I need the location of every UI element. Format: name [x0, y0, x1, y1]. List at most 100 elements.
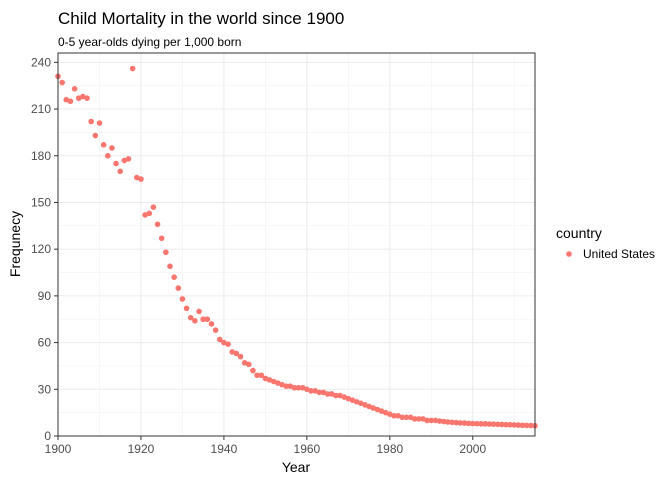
data-point	[113, 160, 119, 167]
data-point	[428, 417, 435, 424]
data-point	[403, 414, 410, 421]
x-tick-label: 1940	[211, 442, 238, 456]
data-points	[55, 65, 538, 429]
data-point	[171, 274, 177, 280]
data-point	[432, 417, 439, 424]
data-point	[237, 353, 244, 360]
x-tick-label: 1920	[128, 442, 155, 456]
data-point	[175, 285, 182, 291]
y-axis-title: Frequnecy	[7, 211, 23, 277]
data-point	[503, 421, 509, 428]
legend-title: country	[556, 225, 602, 241]
data-point	[246, 361, 252, 368]
data-point	[150, 204, 157, 210]
data-point	[391, 412, 397, 419]
data-point	[254, 372, 260, 379]
data-point	[233, 350, 240, 357]
x-tick-label: 1980	[376, 442, 403, 456]
data-point	[117, 168, 124, 175]
data-point	[461, 420, 468, 426]
data-point	[499, 421, 505, 428]
data-point	[445, 419, 451, 425]
data-point	[179, 296, 186, 302]
chart-title: Child Mortality in the world since 1900	[58, 9, 344, 28]
data-point	[519, 422, 526, 429]
legend-key-marker	[566, 251, 572, 257]
y-tick-label: 210	[31, 102, 51, 116]
chart-subtitle: 0-5 year-olds dying per 1,000 born	[58, 35, 241, 49]
data-point	[167, 263, 173, 270]
x-tick-label: 1960	[294, 442, 321, 456]
y-tick-label: 120	[31, 242, 51, 256]
data-point	[138, 176, 144, 182]
data-point	[146, 210, 153, 217]
data-point	[449, 419, 455, 426]
data-point	[316, 389, 323, 396]
data-point	[333, 392, 339, 399]
data-point	[258, 372, 265, 379]
data-point	[163, 249, 169, 256]
x-tick-label: 2000	[459, 442, 486, 456]
data-point	[494, 421, 501, 428]
data-point	[457, 420, 464, 426]
major-gridlines	[57, 53, 535, 437]
data-point	[109, 145, 115, 151]
x-axis-ticks: 1900 1920 1940 1960 1980 2000	[45, 436, 486, 456]
data-point	[92, 132, 99, 139]
data-point	[515, 422, 522, 428]
x-axis-title: Year	[282, 459, 311, 475]
plot-panel-border	[57, 52, 536, 437]
data-point	[187, 314, 194, 321]
data-point	[411, 416, 418, 422]
legend-label-united-states: United States	[583, 247, 655, 261]
data-point	[158, 235, 165, 242]
data-point	[129, 65, 136, 72]
data-point	[478, 421, 484, 427]
data-point	[528, 422, 534, 429]
data-point	[474, 420, 480, 427]
data-point	[71, 86, 78, 92]
data-point	[465, 420, 472, 427]
data-point	[324, 391, 331, 397]
data-point	[486, 421, 493, 427]
data-point	[469, 420, 476, 427]
data-point	[183, 305, 190, 312]
data-point	[453, 419, 459, 426]
data-point	[250, 367, 256, 374]
data-point	[196, 308, 202, 315]
data-point	[399, 414, 406, 421]
data-point	[424, 417, 430, 424]
data-point	[291, 384, 298, 391]
data-point	[308, 388, 314, 394]
data-point	[204, 316, 211, 323]
data-point	[416, 416, 422, 422]
data-point	[212, 327, 219, 333]
data-point	[154, 221, 161, 228]
data-point	[283, 383, 289, 389]
data-point	[96, 120, 103, 126]
data-point	[436, 418, 443, 424]
legend: country United States	[556, 225, 655, 261]
data-point	[84, 95, 90, 101]
data-point	[216, 336, 223, 343]
data-point	[507, 421, 513, 428]
data-point	[490, 421, 497, 427]
data-point	[208, 321, 215, 327]
y-tick-label: 30	[38, 382, 52, 396]
y-tick-label: 0	[44, 429, 51, 443]
y-tick-label: 60	[38, 336, 52, 350]
data-point	[200, 316, 206, 323]
data-point	[523, 422, 530, 429]
data-point	[511, 422, 518, 428]
minor-gridlines	[58, 53, 535, 436]
y-tick-label: 90	[38, 289, 52, 303]
data-point	[125, 156, 132, 162]
data-point	[225, 341, 231, 347]
data-point	[440, 418, 447, 425]
data-point	[295, 384, 302, 391]
y-tick-label: 150	[31, 195, 51, 209]
y-axis-ticks: 0 30 60 90 120 150 180 210 240	[31, 55, 58, 443]
data-point	[104, 152, 111, 159]
y-tick-label: 240	[31, 55, 51, 69]
